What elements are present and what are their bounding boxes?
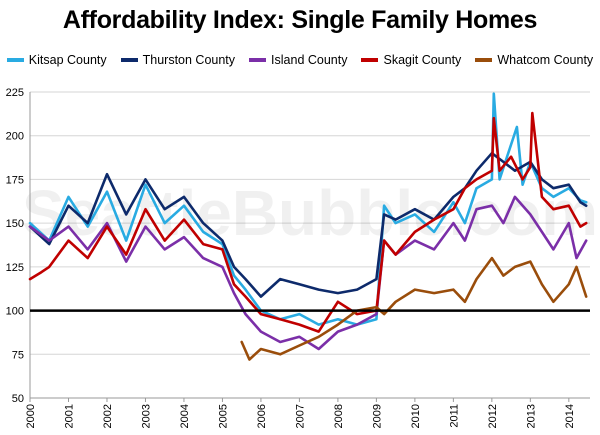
series-line-4 [240,256,588,361]
legend-swatch [120,58,138,62]
y-tick-label: 150 [6,218,24,230]
x-tick-label: 2010 [410,404,422,428]
legend-label: Kitsap County [28,53,107,67]
x-tick-label: 2012 [487,404,499,428]
legend-label: Whatcom County [497,53,594,67]
legend-swatch [361,58,379,62]
series-line-2 [28,195,588,351]
legend: Kitsap County Thurston County Island Count… [0,50,600,70]
legend-swatch [249,58,267,62]
y-tick-label: 50 [12,393,24,405]
chart-title: Affordability Index: Single Family Homes [62,6,538,34]
x-tick-label: 2005 [217,404,229,428]
x-tick-label: 2011 [448,404,460,428]
legend-item-0: Kitsap County [6,50,107,70]
x-tick-label: 2009 [371,404,383,428]
x-tick-label: 2002 [102,404,114,428]
x-tick-label: 2014 [564,404,576,428]
y-tick-label: 225 [6,87,24,99]
y-tick-label: 75 [12,349,24,361]
legend-item-4: Whatcom County [475,50,593,70]
watermark: SeattleBubble.com [22,177,598,249]
legend-item-2: Island County [249,50,347,70]
legend-item-3: Skagit County [361,50,461,70]
y-tick-label: 100 [6,306,24,318]
legend-item-1: Thurston County [120,50,236,70]
y-tick-label: 125 [6,262,24,274]
series-line-0 [28,92,588,326]
legend-swatch [475,58,493,62]
x-tick-label: 2006 [256,404,268,428]
x-tick-label: 2013 [525,404,537,428]
x-tick-label: 2000 [25,404,37,428]
y-tick-label: 200 [6,131,24,143]
series-line-3 [28,111,588,333]
legend-label: Skagit County [383,53,462,67]
legend-label: Island County [271,53,348,67]
x-tick-label: 2001 [63,404,75,428]
y-tick-label: 175 [6,174,24,186]
x-tick-label: 2008 [333,404,345,428]
x-tick-label: 2007 [294,404,306,428]
x-tick-label: 2003 [140,404,152,428]
legend-label: Thurston County [142,53,236,67]
x-tick-label: 2004 [179,404,191,428]
legend-swatch [6,58,24,62]
